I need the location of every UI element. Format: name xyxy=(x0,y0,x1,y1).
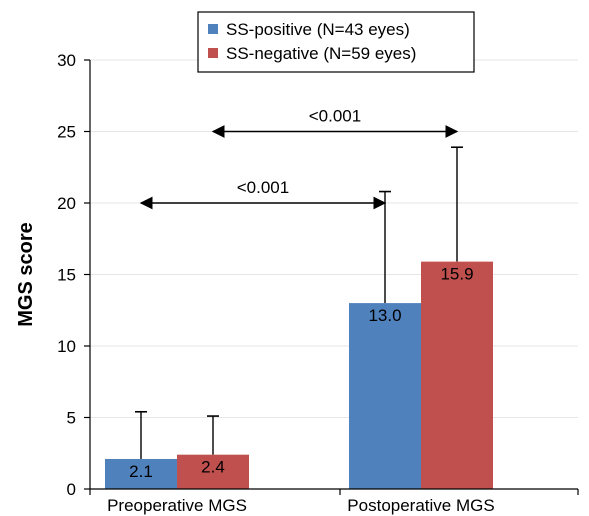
data-label-0-1: 13.0 xyxy=(368,306,401,325)
bars: 2.1 13.0 2.4 15.9 xyxy=(105,146,493,489)
y-tick-label-10: 10 xyxy=(57,337,76,356)
legend-label-ss-positive: SS-positive (N=43 eyes) xyxy=(226,20,410,39)
x-tick-label-0: Preoperative MGS xyxy=(107,496,247,515)
y-tick-label-5: 5 xyxy=(67,409,76,428)
y-tick-label-30: 30 xyxy=(57,51,76,70)
significance-label-0: <0.001 xyxy=(237,178,289,197)
legend: SS-positive (N=43 eyes) SS-negative (N=5… xyxy=(197,11,475,73)
legend-box xyxy=(197,11,475,73)
x-tick-label-1: Postoperative MGS xyxy=(347,496,494,515)
data-label-1-1: 15.9 xyxy=(440,265,473,284)
y-tick-label-20: 20 xyxy=(57,194,76,213)
y-axis-title: MGS score xyxy=(15,222,37,326)
annotations: <0.001 <0.001 xyxy=(139,107,459,210)
y-tick-label-15: 15 xyxy=(57,266,76,285)
bar-0-1 xyxy=(349,303,421,489)
legend-label-ss-negative: SS-negative (N=59 eyes) xyxy=(226,44,416,63)
bar-0-0 xyxy=(105,458,177,489)
legend-swatch-ss-negative xyxy=(208,48,218,58)
y-tick-label-25: 25 xyxy=(57,123,76,142)
significance-label-1: <0.001 xyxy=(309,107,361,126)
y-tick-label-0: 0 xyxy=(67,480,76,499)
axes: 0 5 10 15 20 25 30 Preoperative MGS Postoperativ… xyxy=(57,51,579,515)
data-label-0-0: 2.1 xyxy=(129,462,153,481)
bar-1-1 xyxy=(421,261,493,489)
legend-swatch-ss-positive xyxy=(208,24,218,34)
bar-1-0 xyxy=(177,454,249,489)
data-label-1-0: 2.4 xyxy=(201,458,225,477)
